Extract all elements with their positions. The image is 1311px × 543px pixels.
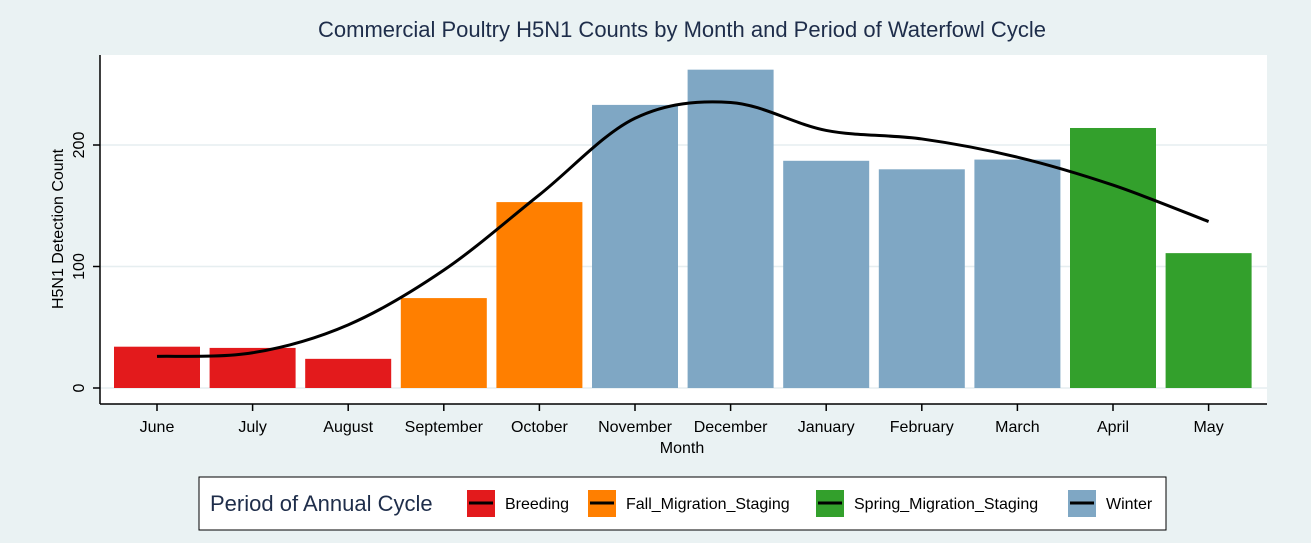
- x-ticks: June July August September October November De…: [140, 404, 1224, 436]
- bar-november: [592, 104, 678, 388]
- bar-january: [783, 160, 870, 388]
- y-tick-label: 100: [71, 253, 88, 280]
- trend-line: [156, 100, 1210, 358]
- legend-items: Breeding Fall_Migration_Staging Spring_Mig…: [467, 490, 1153, 517]
- bar-february: [878, 169, 965, 388]
- x-tick-label: July: [238, 419, 266, 436]
- chart-title: Commercial Poultry H5N1 Counts by Month …: [318, 17, 1046, 42]
- x-tick-label: December: [694, 419, 768, 436]
- legend-label: Winter: [1106, 496, 1153, 513]
- x-tick-label: January: [798, 419, 855, 436]
- y-tick-label: 200: [71, 132, 88, 159]
- bar-december: [687, 69, 774, 389]
- bar-may: [1165, 253, 1252, 388]
- bar-march: [974, 159, 1061, 388]
- bar-april: [1070, 127, 1156, 389]
- x-tick-label: May: [1193, 419, 1223, 436]
- x-tick-label: August: [323, 419, 373, 436]
- y-ticks: 0 100 200: [71, 132, 100, 392]
- bar-june: [114, 346, 200, 388]
- legend-title: Period of Annual Cycle: [210, 491, 433, 516]
- x-tick-label: June: [140, 419, 175, 436]
- legend-label: Breeding: [505, 496, 569, 513]
- x-tick-label: October: [511, 419, 569, 436]
- bar-october: [496, 202, 583, 388]
- x-axis-label: Month: [660, 440, 704, 457]
- x-tick-label: April: [1097, 419, 1129, 436]
- x-tick-label: September: [405, 419, 484, 436]
- bars: [114, 69, 1252, 389]
- legend-label: Fall_Migration_Staging: [626, 496, 790, 513]
- legend-box: [198, 476, 1167, 531]
- bar-august: [305, 358, 392, 388]
- x-tick-label: November: [598, 419, 672, 436]
- legend-label: Spring_Migration_Staging: [854, 496, 1038, 513]
- x-tick-label: February: [890, 419, 954, 436]
- y-tick-label: 0: [71, 383, 88, 392]
- bar-september: [400, 298, 487, 388]
- x-tick-label: March: [995, 419, 1039, 436]
- y-axis-label: H5N1 Detection Count: [50, 148, 67, 309]
